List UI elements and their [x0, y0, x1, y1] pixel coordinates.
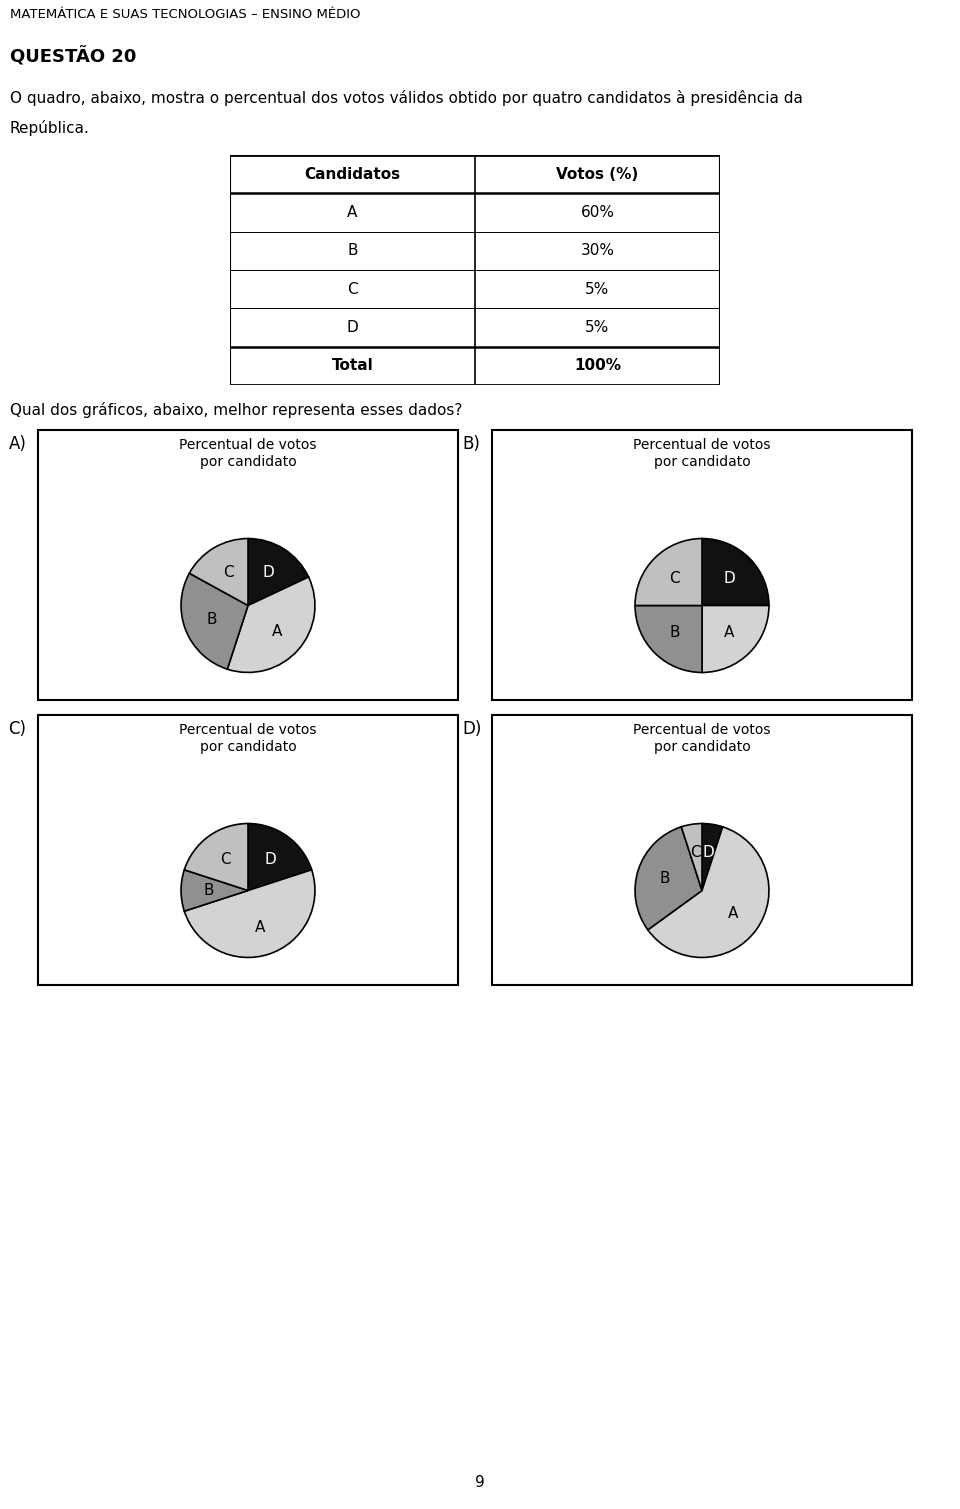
Text: República.: República.	[10, 121, 89, 136]
Wedge shape	[636, 605, 702, 673]
Text: A: A	[724, 625, 734, 640]
Wedge shape	[184, 869, 315, 957]
Text: 60%: 60%	[581, 205, 614, 220]
Text: 100%: 100%	[574, 358, 621, 373]
Wedge shape	[702, 539, 769, 605]
Text: B: B	[204, 883, 214, 898]
Wedge shape	[702, 605, 769, 673]
Text: B: B	[206, 613, 217, 628]
Wedge shape	[228, 576, 315, 673]
Text: Percentual de votos
por candidato: Percentual de votos por candidato	[634, 438, 771, 469]
Wedge shape	[702, 824, 723, 890]
Text: C: C	[669, 570, 680, 585]
Wedge shape	[181, 573, 248, 668]
Text: B): B)	[463, 436, 480, 453]
Wedge shape	[636, 539, 702, 605]
Text: Percentual de votos
por candidato: Percentual de votos por candidato	[180, 723, 317, 754]
Text: C: C	[690, 845, 701, 860]
Text: Percentual de votos
por candidato: Percentual de votos por candidato	[180, 438, 317, 469]
Text: 5%: 5%	[586, 320, 610, 335]
Wedge shape	[248, 539, 308, 605]
Text: B: B	[660, 871, 670, 886]
Wedge shape	[648, 827, 769, 957]
Text: D: D	[702, 845, 714, 860]
Text: QUESTÃO 20: QUESTÃO 20	[10, 47, 136, 66]
Text: O quadro, abaixo, mostra o percentual dos votos válidos obtido por quatro candid: O quadro, abaixo, mostra o percentual do…	[10, 91, 803, 106]
Text: B: B	[669, 625, 680, 640]
Text: D): D)	[463, 720, 482, 738]
Text: D: D	[347, 320, 358, 335]
Text: A: A	[729, 905, 738, 920]
Text: 5%: 5%	[586, 282, 610, 297]
Text: C: C	[220, 851, 230, 866]
Wedge shape	[184, 824, 248, 890]
Wedge shape	[189, 539, 248, 605]
Wedge shape	[636, 827, 702, 930]
Text: A: A	[348, 205, 358, 220]
Text: C: C	[348, 282, 358, 297]
Text: D: D	[265, 851, 276, 866]
Text: Qual dos gráficos, abaixo, melhor representa esses dados?: Qual dos gráficos, abaixo, melhor repres…	[10, 401, 462, 418]
Text: C: C	[223, 564, 233, 579]
Text: D: D	[263, 566, 275, 579]
Text: Candidatos: Candidatos	[304, 166, 400, 181]
Wedge shape	[682, 824, 702, 890]
Text: A: A	[272, 623, 282, 638]
Text: A): A)	[9, 436, 27, 453]
Text: Percentual de votos
por candidato: Percentual de votos por candidato	[634, 723, 771, 754]
Text: Total: Total	[331, 358, 373, 373]
Text: B: B	[348, 243, 358, 258]
Wedge shape	[181, 869, 248, 911]
Wedge shape	[248, 824, 312, 890]
Text: 30%: 30%	[581, 243, 614, 258]
Text: A: A	[254, 920, 265, 936]
Text: C): C)	[9, 720, 27, 738]
Text: MATEMÁTICA E SUAS TECNOLOGIAS – ENSINO MÉDIO: MATEMÁTICA E SUAS TECNOLOGIAS – ENSINO M…	[10, 9, 360, 21]
Text: 9: 9	[475, 1476, 485, 1489]
Text: D: D	[724, 570, 735, 585]
Text: Votos (%): Votos (%)	[557, 166, 638, 181]
